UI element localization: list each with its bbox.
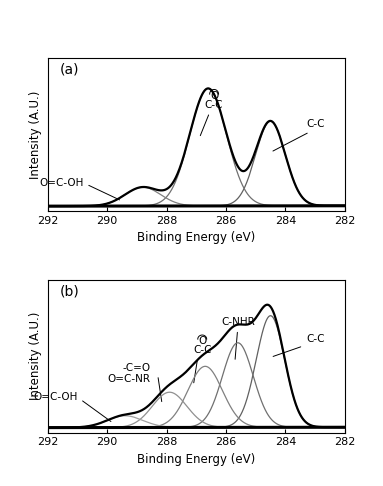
Text: C-C: C-C [273,119,325,151]
Text: C-C: C-C [193,345,211,355]
Text: (a): (a) [60,63,79,77]
Text: -C=O: -C=O [122,363,150,373]
Y-axis label: Intensity (A.U.): Intensity (A.U.) [29,312,42,400]
Text: C-C: C-C [273,333,325,356]
Text: C-NHR: C-NHR [221,317,255,359]
X-axis label: Binding Energy (eV): Binding Energy (eV) [137,231,255,244]
Text: O=C-NR: O=C-NR [107,374,150,384]
Text: O=C-OH: O=C-OH [33,392,111,421]
X-axis label: Binding Energy (eV): Binding Energy (eV) [137,453,255,466]
Text: O=C-OH: O=C-OH [39,178,119,200]
Text: O: O [198,336,206,346]
Text: C-C: C-C [205,100,223,110]
Y-axis label: Intensity (A.U.): Intensity (A.U.) [29,90,42,179]
Text: O: O [210,90,218,101]
Text: (b): (b) [60,284,80,298]
